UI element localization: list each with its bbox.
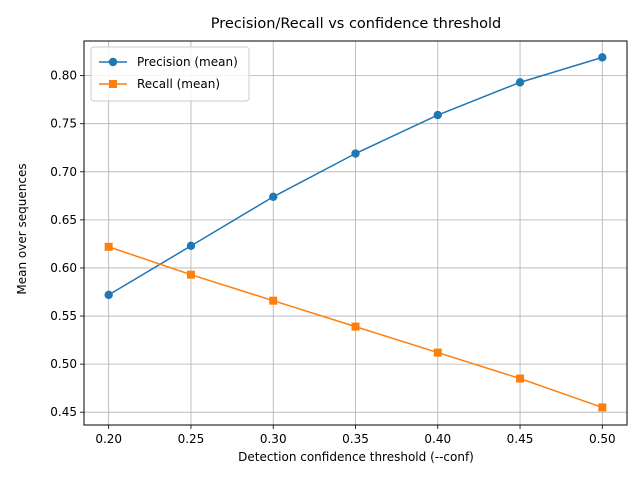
data-point [351, 149, 360, 158]
y-tick-label: 0.55 [50, 309, 77, 323]
data-point [598, 403, 607, 412]
legend-label: Precision (mean) [137, 55, 238, 69]
x-tick-label: 0.35 [342, 432, 369, 446]
y-tick-label: 0.70 [50, 165, 77, 179]
data-point [515, 78, 525, 87]
y-tick-label: 0.45 [50, 405, 77, 419]
data-point [598, 53, 607, 62]
legend-item: Precision (mean) [99, 55, 238, 69]
legend-item: Recall (mean) [99, 77, 220, 91]
legend-box [90, 46, 250, 102]
series-layer [104, 53, 607, 412]
chart-title: Precision/Recall vs confidence threshold [211, 16, 501, 32]
series-0 [104, 53, 607, 300]
y-tick-label: 0.60 [50, 261, 77, 275]
data-point [104, 290, 113, 300]
y-tick-label: 0.50 [50, 357, 77, 371]
legend-marker [108, 57, 118, 67]
x-tick-label: 0.50 [589, 432, 616, 446]
grid-lines [84, 41, 627, 425]
data-point [516, 374, 525, 383]
y-tick-label: 0.80 [50, 69, 77, 83]
data-point [186, 270, 195, 279]
x-tick-label: 0.20 [95, 432, 122, 446]
y-axis-ticks: 0.45 0.50 0.55 0.60 0.65 0.70 0.75 0.80 [50, 69, 84, 419]
legend-marker [109, 80, 117, 88]
series-1 [104, 242, 607, 412]
y-tick-label: 0.75 [50, 117, 77, 131]
data-point [186, 241, 196, 251]
x-axis-ticks: 0.20 0.25 0.30 0.35 0.40 0.45 0.50 [95, 425, 616, 446]
data-point [351, 322, 360, 331]
x-tick-label: 0.45 [507, 432, 534, 446]
x-tick-label: 0.30 [260, 432, 287, 446]
x-tick-label: 0.25 [178, 432, 205, 446]
legend-label: Recall (mean) [137, 77, 220, 91]
data-point [269, 192, 278, 201]
data-point [433, 348, 442, 357]
data-point [104, 242, 113, 251]
y-axis-label: Mean over sequences [15, 163, 29, 294]
x-axis-label: Detection confidence threshold (--conf) [238, 450, 474, 464]
data-point [269, 296, 278, 305]
y-tick-label: 0.65 [50, 213, 77, 227]
legend: Precision (mean) Recall (mean) [90, 46, 250, 102]
data-point [433, 110, 442, 120]
x-tick-label: 0.40 [424, 432, 451, 446]
